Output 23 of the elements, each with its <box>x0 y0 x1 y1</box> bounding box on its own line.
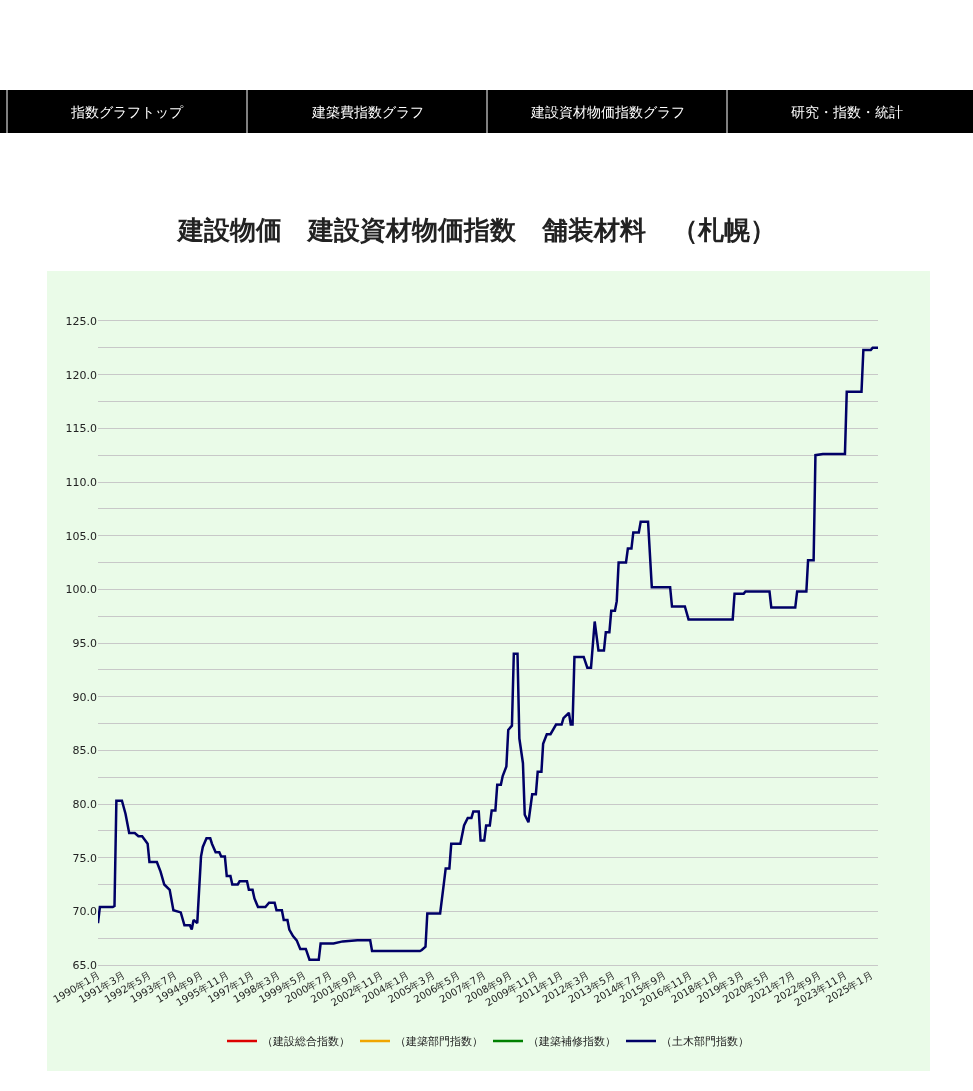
y-tick-label: 125.0 <box>65 314 97 328</box>
chart-title: 建設物価 建設資材物価指数 舗装材料 （札幌） <box>175 215 776 246</box>
y-tick-label: 115.0 <box>65 422 97 436</box>
legend-label: （建設総合指数） <box>262 1035 350 1049</box>
text: 研究・指数・統計 <box>791 104 903 120</box>
y-tick-label: 100.0 <box>65 583 97 597</box>
y-tick-label: 90.0 <box>72 690 97 704</box>
y-tick-label: 85.0 <box>72 744 97 758</box>
y-tick-label: 70.0 <box>72 905 97 919</box>
y-tick-label: 110.0 <box>65 475 97 489</box>
legend-label: （建築部門指数） <box>395 1035 483 1049</box>
text: 指数グラフトップ <box>70 104 184 120</box>
legend-label: （土木部門指数） <box>661 1035 749 1049</box>
y-tick-label: 95.0 <box>72 636 97 650</box>
legend-label: （建築補修指数） <box>528 1035 616 1049</box>
y-tick-label: 120.0 <box>65 368 97 382</box>
y-tick-label: 80.0 <box>72 797 97 811</box>
line-series <box>98 346 878 961</box>
y-tick-label: 105.0 <box>65 529 97 543</box>
y-tick-label: 65.0 <box>72 958 97 972</box>
text: 建設資材物価指数グラフ <box>530 104 685 120</box>
text: 建築費指数グラフ <box>311 104 424 120</box>
y-tick-label: 75.0 <box>72 851 97 865</box>
